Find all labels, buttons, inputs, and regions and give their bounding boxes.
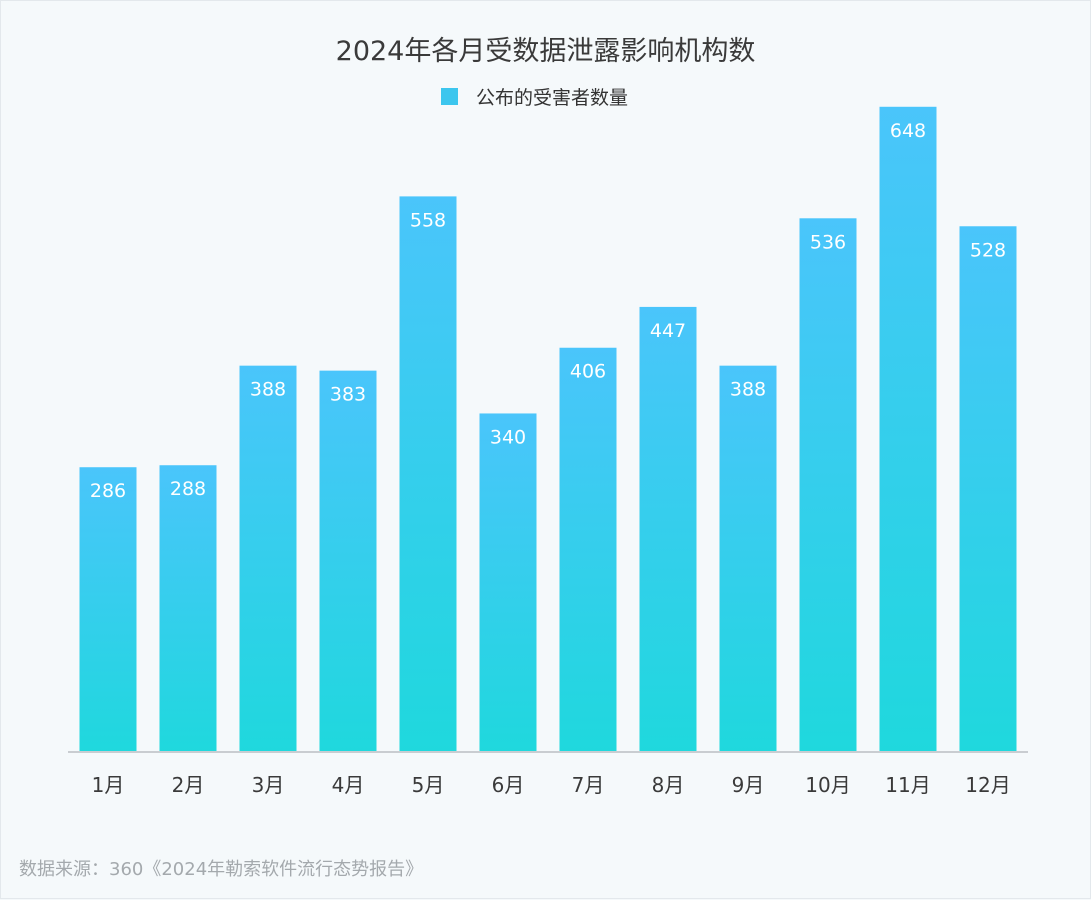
x-tick-label-1: 1月: [92, 773, 125, 797]
data-label-3: 388: [250, 379, 286, 401]
bar-11: [879, 106, 937, 752]
x-tick-label-11: 11月: [885, 773, 930, 797]
data-label-4: 383: [330, 384, 366, 406]
bar-10: [799, 218, 857, 753]
legend-label: 公布的受害者数量: [476, 87, 629, 109]
data-label-9: 388: [730, 379, 766, 401]
x-tick-label-8: 8月: [652, 773, 685, 797]
data-label-1: 286: [90, 480, 126, 502]
data-label-10: 536: [810, 231, 846, 253]
bar-9: [719, 365, 777, 752]
bar-7: [559, 347, 617, 752]
data-label-5: 558: [410, 209, 446, 231]
x-tick-label-12: 12月: [965, 773, 1010, 797]
data-label-8: 447: [650, 320, 686, 342]
bar-2: [159, 465, 217, 752]
x-tick-label-10: 10月: [805, 773, 850, 797]
x-tick-label-3: 3月: [252, 773, 285, 797]
data-label-2: 288: [170, 478, 206, 500]
data-label-12: 528: [970, 239, 1006, 261]
legend: 公布的受害者数量: [441, 83, 628, 110]
source-note: 数据来源：360《2024年勒索软件流行态势报告》: [19, 859, 424, 880]
data-label-11: 648: [890, 120, 926, 142]
bar-6: [479, 413, 537, 752]
bar-8: [639, 306, 697, 752]
legend-swatch: [441, 88, 458, 105]
bar-12: [959, 226, 1017, 752]
data-label-7: 406: [570, 361, 606, 383]
x-tick-label-7: 7月: [572, 773, 605, 797]
x-tick-label-6: 6月: [492, 773, 525, 797]
x-tick-label-9: 9月: [732, 773, 765, 797]
chart-title: 2024年各月受数据泄露影响机构数: [335, 36, 756, 67]
x-tick-label-4: 4月: [332, 773, 365, 797]
bar-1: [79, 467, 137, 752]
bar-3: [239, 365, 297, 752]
x-tick-label-2: 2月: [172, 773, 205, 797]
bar-4: [319, 370, 377, 752]
data-label-6: 340: [490, 426, 526, 448]
bar-5: [399, 196, 457, 753]
x-tick-label-5: 5月: [412, 773, 445, 797]
